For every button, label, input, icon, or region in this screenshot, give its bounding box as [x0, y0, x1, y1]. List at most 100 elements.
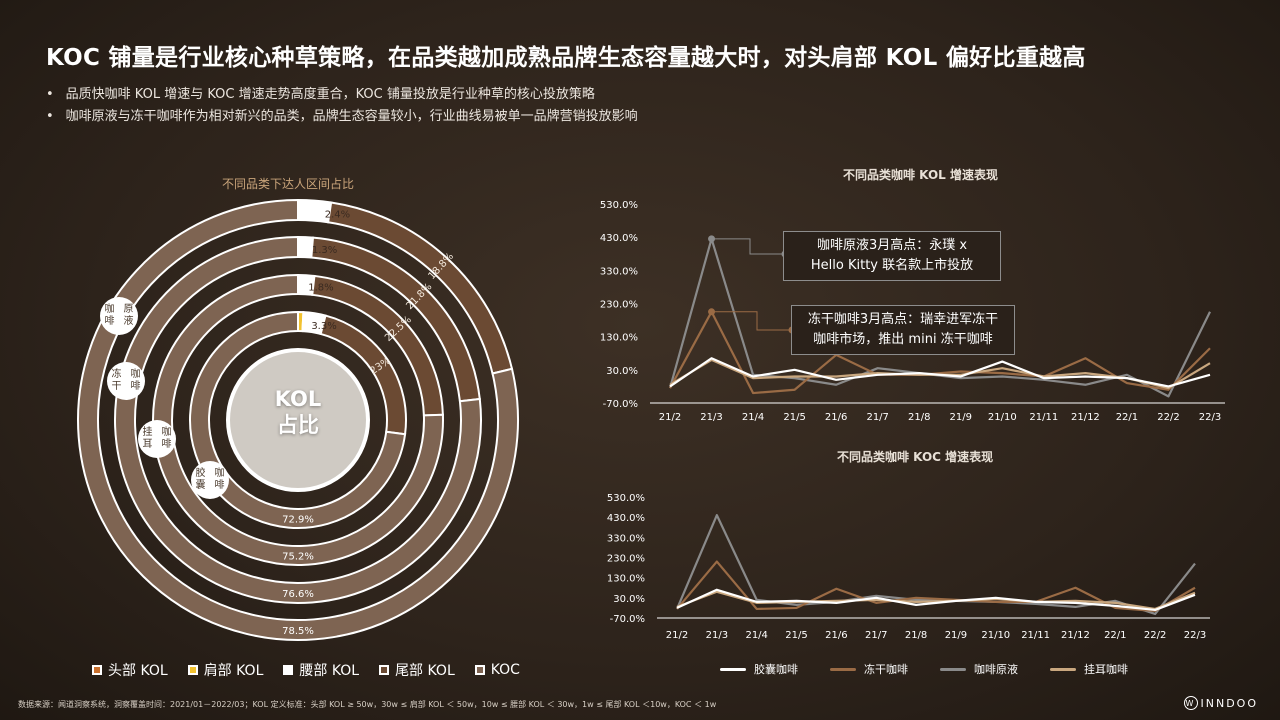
x-tick-label: 21/3 — [706, 630, 728, 641]
line-legend-concentrate: 咖啡原液 — [940, 661, 1018, 677]
callout-freeze-dried: 冻干咖啡3月高点：瑞幸进军冻干 咖啡市场，推出 mini 冻干咖啡 — [791, 305, 1015, 355]
cat-line: 挂耳 — [142, 427, 153, 450]
legend-swatch — [379, 665, 390, 675]
legend-item-tail: 尾部 KOL — [379, 660, 455, 680]
footer-source: 数据来源：闻道洞察系统，洞察覆盖时间：2021/01－2022/03；KOL 定… — [18, 700, 717, 709]
x-tick-label: 21/10 — [988, 412, 1017, 423]
y-tick-label: 30.0% — [606, 366, 638, 377]
x-tick-label: 22/1 — [1116, 412, 1138, 423]
legend-label: 胶囊咖啡 — [754, 663, 798, 676]
bullet-item: 品质快咖啡 KOL 增速与 KOC 增速走势高度重合，KOC 铺量投放是行业种草… — [46, 84, 638, 106]
legend-line — [720, 667, 746, 671]
callout-line: 冻干咖啡3月高点：瑞幸进军冻干 — [807, 312, 999, 327]
callout-coffee-concentrate: 咖啡原液3月高点：永璞 x Hello Kitty 联名款上市投放 — [783, 231, 1001, 281]
x-tick-label: 21/9 — [945, 630, 967, 641]
x-tick-label: 21/11 — [1021, 630, 1050, 641]
donut-ring: 2.4%18.8%78.5% — [77, 198, 519, 641]
x-tick-label: 21/3 — [700, 412, 722, 423]
callout-connector — [711, 238, 783, 255]
waist-label: 1.3% — [312, 245, 337, 256]
koc-line-chart: 530.0% 430.0% 330.0% 230.0% 130.0% 30.0% -70.0… — [607, 493, 1210, 641]
x-tick-label: 21/8 — [908, 412, 930, 423]
x-tick-label: 21/12 — [1061, 630, 1090, 641]
x-tick-label: 21/11 — [1029, 412, 1058, 423]
donut-ring: 1.8%22.5%75.2% — [152, 273, 444, 566]
series-line — [669, 357, 1211, 388]
line-legend: 胶囊咖啡 冻干咖啡 咖啡原液 挂耳咖啡 — [720, 661, 1128, 677]
legend-label: 腰部 KOL — [299, 663, 360, 679]
x-tick-label: 22/2 — [1157, 412, 1179, 423]
y-tick-label: -70.0% — [610, 614, 645, 625]
legend-line — [940, 667, 966, 671]
x-tick-label: 21/12 — [1071, 412, 1100, 423]
x-tick-label: 21/8 — [905, 630, 927, 641]
donut-center-label: KOL 占比 — [228, 386, 368, 438]
callout-line: Hello Kitty 联名款上市投放 — [810, 258, 974, 273]
y-tick-label: 230.0% — [600, 300, 638, 311]
koc-label: 72.9% — [282, 515, 314, 526]
kol-line-chart: 530.0% 430.0% 330.0% 230.0% 130.0% 30.0% -70.0… — [600, 200, 1225, 423]
donut-slice — [189, 310, 407, 529]
cat-line: 咖啡 — [104, 304, 115, 327]
koc-label: 75.2% — [282, 552, 314, 563]
legend-item-shoulder: 肩部 KOL — [187, 660, 264, 680]
koc-label: 78.5% — [282, 626, 314, 637]
legend-label: KOC — [490, 662, 520, 678]
series-line — [669, 310, 1211, 395]
x-tick-label: 21/7 — [866, 412, 888, 423]
donut-center-line-1: KOL — [274, 387, 322, 411]
legend-label: 咖啡原液 — [974, 663, 1018, 676]
y-tick-label: -70.0% — [603, 399, 638, 410]
bullet-item: 咖啡原液与冻干咖啡作为相对新兴的品类，品牌生态容量较小，行业曲线易被单一品牌营销… — [46, 106, 638, 128]
brand-logo: W INNDOO — [1183, 696, 1259, 710]
legend-item-head: 头部 KOL — [92, 660, 168, 680]
donut-ring: 3.3%23%72.9% — [189, 310, 407, 529]
cat-line: 原液 — [123, 304, 134, 327]
x-tick-label: 22/3 — [1199, 412, 1221, 423]
x-tick-label: 21/10 — [981, 630, 1010, 641]
legend-swatch — [474, 665, 485, 675]
koc-label: 76.6% — [282, 589, 314, 600]
y-tick-label: 30.0% — [613, 594, 645, 605]
legend-label: 肩部 KOL — [203, 663, 264, 679]
x-tick-label: 21/5 — [785, 630, 807, 641]
waist-label: 3.3% — [311, 321, 336, 332]
x-tick-label: 21/4 — [742, 412, 764, 423]
donut-ring: 1.3%21.8%76.6% — [114, 235, 482, 604]
callout-connector — [711, 311, 791, 331]
donut-slice — [152, 273, 444, 566]
x-tick-label: 21/2 — [666, 630, 688, 641]
waist-label: 1.8% — [308, 282, 333, 293]
line-legend-drip-bag: 挂耳咖啡 — [1050, 661, 1128, 677]
x-tick-label: 22/3 — [1184, 630, 1206, 641]
logo-mark-icon: W — [1183, 696, 1198, 710]
donut-slice — [114, 235, 482, 604]
logo-text: INNDOO — [1200, 696, 1258, 710]
category-label-drip-bag: 挂耳 咖啡 — [138, 420, 176, 458]
y-tick-label: 130.0% — [607, 574, 645, 585]
legend-line — [830, 667, 856, 671]
legend-line — [1050, 667, 1076, 671]
category-label-capsule: 胶囊 咖啡 — [191, 461, 229, 499]
donut-center-line-2: 占比 — [277, 413, 319, 437]
y-tick-label: 230.0% — [607, 554, 645, 565]
page-title: KOC 铺量是行业核心种草策略，在品类越加成熟品牌生态容量越大时，对头肩部 KO… — [46, 45, 1086, 71]
x-tick-label: 21/7 — [865, 630, 887, 641]
y-tick-label: 330.0% — [607, 533, 645, 544]
center-photo-border — [226, 348, 370, 492]
x-tick-label: 21/4 — [745, 630, 767, 641]
category-label-coffee-concentrate: 咖啡 原液 — [100, 297, 138, 335]
category-label-freeze-dried: 冻干 咖啡 — [107, 362, 145, 400]
x-tick-label: 21/5 — [783, 412, 805, 423]
legend-label: 尾部 KOL — [395, 663, 455, 679]
cat-line: 胶囊 — [195, 468, 206, 491]
bullet-list: 品质快咖啡 KOL 增速与 KOC 增速走势高度重合，KOC 铺量投放是行业种草… — [46, 84, 638, 128]
y-tick-label: 430.0% — [600, 233, 638, 244]
cat-line: 冻干 — [111, 369, 122, 392]
cat-line: 咖啡 — [214, 468, 225, 491]
koc-chart-title: 不同品类咖啡 KOC 增速表现 — [837, 450, 994, 464]
donut-chart-title: 不同品类下达人区间占比 — [222, 177, 355, 191]
legend-swatch — [92, 665, 102, 675]
y-tick-label: 330.0% — [600, 266, 638, 277]
